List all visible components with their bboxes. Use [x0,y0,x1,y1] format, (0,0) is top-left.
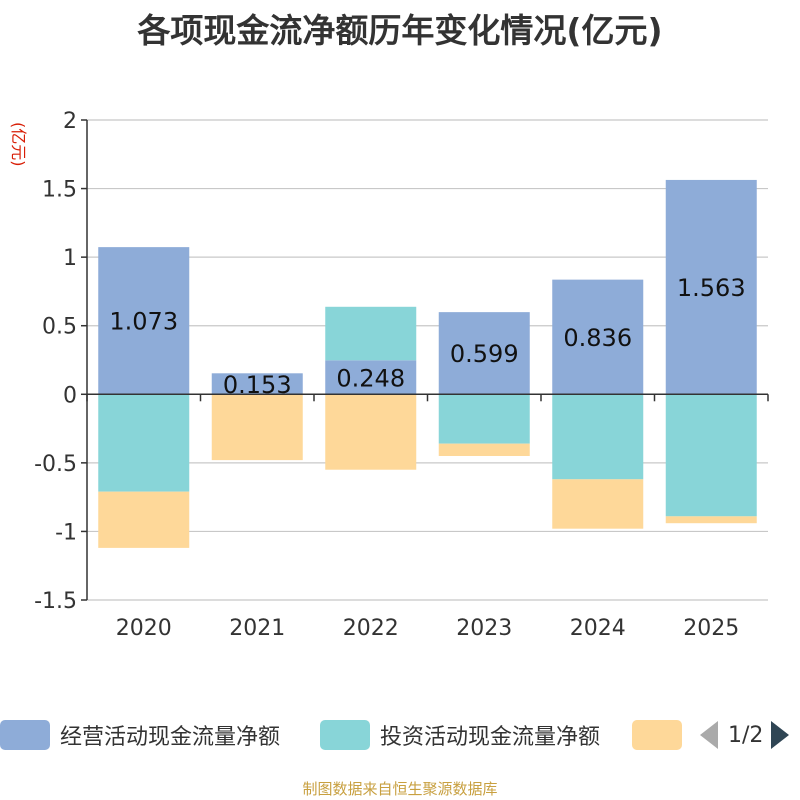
legend-label-operating: 经营活动现金流量净额 [60,725,281,750]
y-tick-label-4: 0.5 [42,315,77,340]
y-tick-label-2: -0.5 [34,452,77,477]
legend-page-indicator: 1/2 [728,722,764,748]
bar-2024-series-2 [552,479,644,529]
y-tick-label-5: 1 [63,246,77,271]
x-tick-label-2020: 2020 [116,616,172,641]
data-label-2020: 1.073 [109,308,178,336]
bar-2023-series-0 [438,312,530,395]
legend-swatch-operating [0,720,50,750]
legend-label-investing: 投资活动现金流量净额 [380,725,601,750]
legend-item-financing[interactable] [632,719,682,751]
x-tick-label-2025: 2025 [683,616,739,641]
bar-2020-series-1 [98,394,190,492]
x-tick-label-2021: 2021 [229,616,285,641]
bar-2022-series-2 [325,394,417,470]
x-tick-label-2023: 2023 [456,616,512,641]
bar-2025-series-2 [665,516,757,524]
data-label-2024: 0.836 [563,324,632,352]
legend-pager: 1/2 [700,719,790,751]
legend-swatch-investing [320,720,370,750]
data-source-footer: 制图数据来自恒生聚源数据库 [302,780,498,798]
y-tick-label-3: 0 [63,383,77,408]
bar-2022-series-1 [325,306,417,361]
legend: 经营活动现金流量净额 投资活动现金流量净额 1/2 [0,713,800,757]
y-tick-label-1: -1 [55,520,77,545]
bar-2020-series-0 [98,247,190,395]
bar-2023-series-2 [438,443,530,456]
bar-2024-series-1 [552,394,644,480]
bar-2025-series-0 [665,179,757,395]
legend-swatch-financing [632,720,682,750]
data-label-2025: 1.563 [677,274,746,302]
legend-item-operating[interactable]: 经营活动现金流量净额 [0,719,280,751]
y-tick-label-7: 2 [63,109,77,134]
x-tick-label-2024: 2024 [570,616,626,641]
bar-2023-series-1 [438,394,530,444]
bar-2021-series-0 [211,373,303,395]
bar-2024-series-0 [552,279,644,395]
y-tick-label-0: -1.5 [34,589,77,614]
legend-item-investing[interactable]: 投资活动现金流量净额 [320,719,600,751]
bar-2022-series-0 [325,360,417,395]
data-label-2023: 0.599 [450,340,519,368]
x-tick-label-2022: 2022 [343,616,399,641]
bar-2020-series-2 [98,491,190,548]
prev-page-icon[interactable] [700,721,718,749]
bar-chart: -1.5-1-0.500.511.521.07320200.15320210.2… [34,109,769,641]
y-tick-label-6: 1.5 [42,178,77,203]
next-page-icon[interactable] [771,721,790,749]
bar-2025-series-1 [665,394,757,517]
data-label-2022: 0.248 [336,364,405,392]
bar-2021-series-2 [211,394,303,461]
chart-title: 各项现金流净额历年变化情况(亿元) [137,11,663,50]
